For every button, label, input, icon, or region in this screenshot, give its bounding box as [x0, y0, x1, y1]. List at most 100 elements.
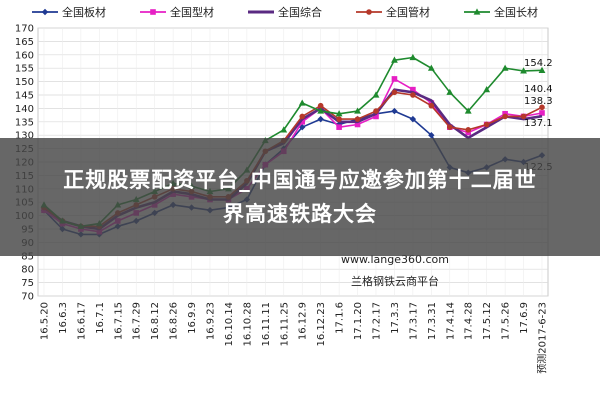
data-point — [391, 76, 398, 82]
y-tick-label: 165 — [15, 37, 34, 48]
x-tick-label: 16.11.25 — [279, 302, 290, 347]
data-point — [372, 91, 380, 98]
y-tick-label: 155 — [15, 64, 34, 75]
data-point — [427, 64, 435, 71]
data-point — [280, 126, 288, 133]
x-tick-label: 17.4.28 — [464, 302, 475, 340]
x-tick-label: 17.4.14 — [445, 302, 456, 340]
data-point — [409, 53, 417, 61]
data-point — [336, 116, 342, 122]
data-point — [317, 102, 324, 109]
legend-item: 全国板材 — [32, 5, 106, 19]
data-point — [410, 92, 416, 98]
data-point — [538, 66, 546, 73]
data-point — [373, 108, 379, 114]
data-point — [483, 121, 490, 128]
data-point — [391, 56, 398, 63]
end-value-label: 137.1 — [524, 118, 553, 129]
x-tick-label: 17.1.6 — [335, 302, 346, 334]
data-point — [483, 86, 491, 93]
end-value-label: 138.3 — [524, 96, 553, 107]
x-tick-label: 17.3.31 — [427, 302, 438, 340]
x-tick-label: 17.3.17 — [408, 302, 419, 340]
data-point — [520, 113, 527, 120]
data-point — [502, 113, 508, 120]
data-point — [539, 110, 545, 116]
headline-line-2: 界高速铁路大会 — [223, 202, 377, 226]
data-point — [446, 124, 453, 130]
x-tick-label: 17.6.9 — [519, 302, 530, 334]
x-tick-label: 16.10.14 — [224, 302, 235, 347]
y-tick-label: 75 — [21, 278, 34, 289]
data-point — [299, 123, 306, 131]
x-tick-label: 17.3.3 — [390, 302, 401, 334]
x-tick-label: 16.6.3 — [58, 302, 69, 334]
data-point — [354, 121, 361, 128]
data-point — [354, 107, 361, 114]
x-tick-label: 16.12.9 — [298, 302, 309, 340]
x-tick-label: 预测2017-6-23 — [536, 302, 549, 374]
legend-swatch-marker — [473, 8, 481, 15]
legend-swatch-marker — [366, 9, 372, 15]
x-axis: 16.5.20 16.6.3 16.6.17 16.7.1 16.7.15 16.7.29… — [40, 302, 549, 374]
legend-label: 全国板材 — [62, 5, 106, 19]
data-point — [354, 116, 361, 122]
y-tick-label: 85 — [21, 251, 34, 262]
x-tick-label: 16.7.29 — [132, 302, 143, 340]
headline-line-1: 正规股票配资平台_中国通号应邀参加第十二届世 — [63, 168, 537, 192]
legend-item: 全国综合 — [248, 5, 322, 19]
x-tick-label: 16.7.1 — [95, 302, 106, 334]
data-point — [465, 127, 472, 133]
data-point — [391, 89, 398, 96]
legend-swatch-marker — [150, 9, 156, 15]
headline-banner: 正规股票配资平台_中国通号应邀参加第十二届世 界高速铁路大会 — [0, 138, 600, 256]
x-tick-label: 16.8.12 — [150, 302, 161, 340]
data-point — [317, 107, 325, 114]
x-tick-label: 16.11.11 — [261, 302, 272, 347]
legend-label: 全国综合 — [278, 5, 322, 19]
x-tick-label: 16.7.15 — [113, 302, 124, 340]
end-value-label: 154.2 — [524, 58, 553, 69]
legend-swatch-marker — [41, 8, 49, 16]
data-point — [520, 67, 527, 74]
data-point — [299, 113, 306, 120]
data-point — [410, 86, 416, 93]
y-tick-label: 140 — [15, 104, 34, 115]
data-point — [428, 132, 435, 139]
data-point — [336, 124, 342, 130]
source-note-text: 兰格钢铁云商平台 — [351, 274, 439, 288]
y-tick-label: 135 — [15, 117, 34, 128]
data-point — [409, 115, 417, 123]
x-tick-label: 16.10.28 — [242, 302, 253, 347]
y-tick-label: 80 — [21, 265, 34, 276]
x-tick-label: 17.2.17 — [372, 302, 383, 340]
x-tick-label: 16.5.20 — [40, 302, 51, 340]
y-tick-label: 130 — [15, 131, 34, 142]
data-point — [335, 110, 343, 117]
data-point — [446, 88, 454, 95]
data-point — [428, 102, 435, 109]
data-point — [298, 99, 306, 106]
x-tick-label: 16.12.23 — [316, 302, 327, 347]
x-tick-label: 16.9.23 — [206, 302, 217, 340]
data-point — [501, 64, 509, 71]
legend-item: 全国管材 — [356, 5, 430, 19]
data-point — [464, 107, 472, 114]
y-tick-label: 160 — [15, 50, 34, 61]
data-point — [391, 107, 398, 115]
legend: 全国板材 全国型材 全国综合 全国管材 全国长材 — [32, 5, 538, 19]
end-value-label: 140.4 — [524, 84, 553, 95]
x-tick-label: 17.5.12 — [482, 302, 493, 340]
legend-item: 全国长材 — [464, 5, 538, 19]
watermark-text: www.lange360.com — [341, 253, 449, 266]
legend-label: 全国型材 — [170, 5, 214, 19]
y-tick-label: 170 — [15, 24, 34, 35]
data-point — [317, 115, 324, 123]
data-point — [299, 119, 306, 125]
legend-label: 全国管材 — [386, 5, 430, 19]
data-point — [539, 104, 545, 111]
x-tick-label: 16.8.26 — [169, 302, 180, 340]
x-tick-label: 16.9.9 — [187, 302, 198, 334]
x-tick-label: 17.5.26 — [501, 302, 512, 340]
